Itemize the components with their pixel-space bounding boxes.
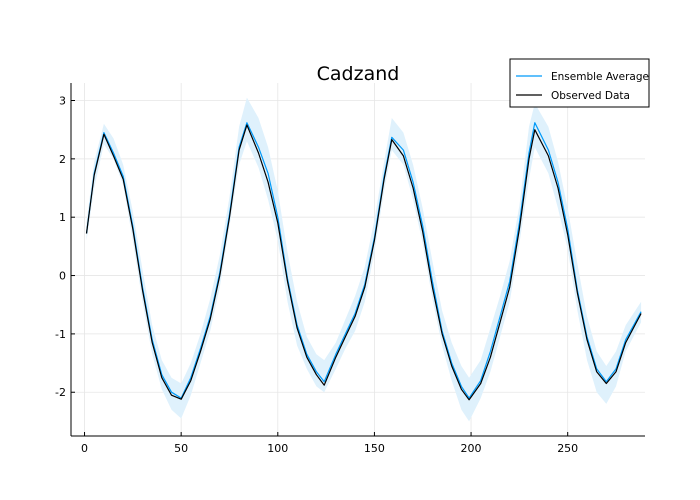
x-tick-label: 200	[461, 442, 482, 455]
series-lines	[85, 122, 642, 401]
ensemble-spread-band	[86, 97, 642, 422]
series-line-observed-data	[85, 124, 642, 401]
x-tick-label: 50	[174, 442, 188, 455]
legend-box	[509, 58, 650, 108]
legend-label: Observed Data	[551, 90, 630, 102]
y-tick-label: 2	[59, 153, 66, 166]
tick-labels: 0 50 100 150 200 250 -2 -1 0 1 2 3	[55, 95, 578, 455]
x-tick-label: 150	[364, 442, 385, 455]
x-tick-label: 0	[81, 442, 88, 455]
series-line-ensemble-average	[85, 122, 642, 399]
x-tick-label: 250	[557, 442, 578, 455]
y-tick-label: -2	[55, 386, 66, 399]
y-tick-label: 3	[59, 95, 66, 108]
legend-label: Ensemble Average	[551, 71, 649, 83]
axes	[70, 83, 645, 437]
y-tick-label: 0	[59, 270, 66, 283]
y-tick-label: -1	[55, 328, 66, 341]
ensemble-band	[86, 97, 642, 422]
y-tick-label: 1	[59, 211, 66, 224]
x-tick-label: 100	[267, 442, 288, 455]
legend: Ensemble Average Observed Data	[509, 58, 650, 108]
chart-title: Cadzand	[317, 63, 400, 85]
grid	[71, 83, 645, 436]
